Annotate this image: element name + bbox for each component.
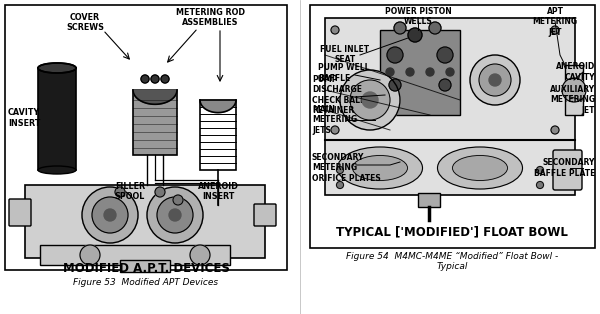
Circle shape xyxy=(331,126,339,134)
Text: SECONDARY
BAFFLE PLATE: SECONDARY BAFFLE PLATE xyxy=(533,158,595,178)
Circle shape xyxy=(439,79,451,91)
Text: APT
METERING
JET: APT METERING JET xyxy=(532,7,578,37)
Bar xyxy=(310,5,595,248)
Bar xyxy=(418,193,440,207)
Circle shape xyxy=(155,187,165,197)
Bar xyxy=(565,65,583,115)
Circle shape xyxy=(387,47,403,63)
Text: ANEROID
INSERT: ANEROID INSERT xyxy=(197,182,238,201)
Circle shape xyxy=(489,74,501,86)
Text: ANEROID
CAVITY: ANEROID CAVITY xyxy=(556,62,595,82)
Circle shape xyxy=(337,181,343,188)
Circle shape xyxy=(157,197,193,233)
Circle shape xyxy=(92,197,128,233)
Circle shape xyxy=(551,126,559,134)
Circle shape xyxy=(437,47,453,63)
Circle shape xyxy=(173,195,183,205)
Circle shape xyxy=(429,22,441,34)
Circle shape xyxy=(115,187,125,197)
Circle shape xyxy=(362,92,378,108)
Circle shape xyxy=(337,166,343,174)
Text: PUMP
DISCHARGE
CHECK BALL
RETAINER: PUMP DISCHARGE CHECK BALL RETAINER xyxy=(312,75,365,115)
Circle shape xyxy=(82,187,138,243)
Bar xyxy=(133,90,177,155)
Circle shape xyxy=(147,187,203,243)
Bar xyxy=(5,5,287,270)
Text: POWER PISTON
WELLS: POWER PISTON WELLS xyxy=(385,7,451,26)
Text: FUEL INLET
SEAT: FUEL INLET SEAT xyxy=(320,45,370,64)
Text: CAVITY
INSERT: CAVITY INSERT xyxy=(8,108,40,128)
Text: Figure 54  M4MC-M4ME “Modified” Float Bowl -
Typical: Figure 54 M4MC-M4ME “Modified” Float Bow… xyxy=(346,252,558,271)
Ellipse shape xyxy=(38,166,76,174)
Text: MODIFIED A.P.T. DEVICES: MODIFIED A.P.T. DEVICES xyxy=(62,262,229,275)
Circle shape xyxy=(350,80,390,120)
Circle shape xyxy=(426,68,434,76)
Circle shape xyxy=(141,75,149,83)
Ellipse shape xyxy=(452,155,508,181)
Ellipse shape xyxy=(437,147,523,189)
Text: METERING ROD
ASSEMBLIES: METERING ROD ASSEMBLIES xyxy=(176,8,245,27)
Bar xyxy=(380,30,460,115)
Circle shape xyxy=(551,26,559,34)
Circle shape xyxy=(536,166,544,174)
Circle shape xyxy=(406,68,414,76)
Circle shape xyxy=(331,26,339,34)
Circle shape xyxy=(169,209,181,221)
Circle shape xyxy=(562,78,586,102)
FancyBboxPatch shape xyxy=(553,150,582,190)
FancyBboxPatch shape xyxy=(9,199,31,226)
Circle shape xyxy=(190,245,210,265)
Bar xyxy=(200,100,236,170)
Circle shape xyxy=(408,28,422,42)
Bar xyxy=(325,18,575,195)
Bar xyxy=(120,260,170,272)
Bar xyxy=(38,68,76,170)
Text: Figure 53  Modified APT Devices: Figure 53 Modified APT Devices xyxy=(73,278,218,287)
Circle shape xyxy=(394,22,406,34)
Circle shape xyxy=(470,55,520,105)
Text: TYPICAL ['MODIFIED'] FLOAT BOWL: TYPICAL ['MODIFIED'] FLOAT BOWL xyxy=(336,225,568,238)
Circle shape xyxy=(446,68,454,76)
Circle shape xyxy=(536,181,544,188)
FancyBboxPatch shape xyxy=(254,204,276,226)
Ellipse shape xyxy=(353,155,407,181)
Text: FILLER
SPOOL: FILLER SPOOL xyxy=(115,182,145,201)
Ellipse shape xyxy=(38,63,76,73)
Bar xyxy=(40,245,230,265)
Ellipse shape xyxy=(337,147,422,189)
Polygon shape xyxy=(200,100,236,113)
Polygon shape xyxy=(133,90,177,104)
Text: MAIN
METERING
JETS: MAIN METERING JETS xyxy=(312,105,357,135)
Circle shape xyxy=(80,245,100,265)
Text: SECONDARY
METERING
ORIFICE PLATES: SECONDARY METERING ORIFICE PLATES xyxy=(312,153,381,183)
Bar xyxy=(25,185,265,258)
Circle shape xyxy=(151,75,159,83)
Circle shape xyxy=(104,209,116,221)
Circle shape xyxy=(161,75,169,83)
Text: AUXILIARY
METERING
JET: AUXILIARY METERING JET xyxy=(550,85,595,115)
Circle shape xyxy=(479,64,511,96)
Circle shape xyxy=(389,79,401,91)
Circle shape xyxy=(340,70,400,130)
Circle shape xyxy=(386,68,394,76)
Text: COVER
SCREWS: COVER SCREWS xyxy=(66,13,104,32)
Text: PUMP WELL
BAFFLE: PUMP WELL BAFFLE xyxy=(318,63,370,83)
